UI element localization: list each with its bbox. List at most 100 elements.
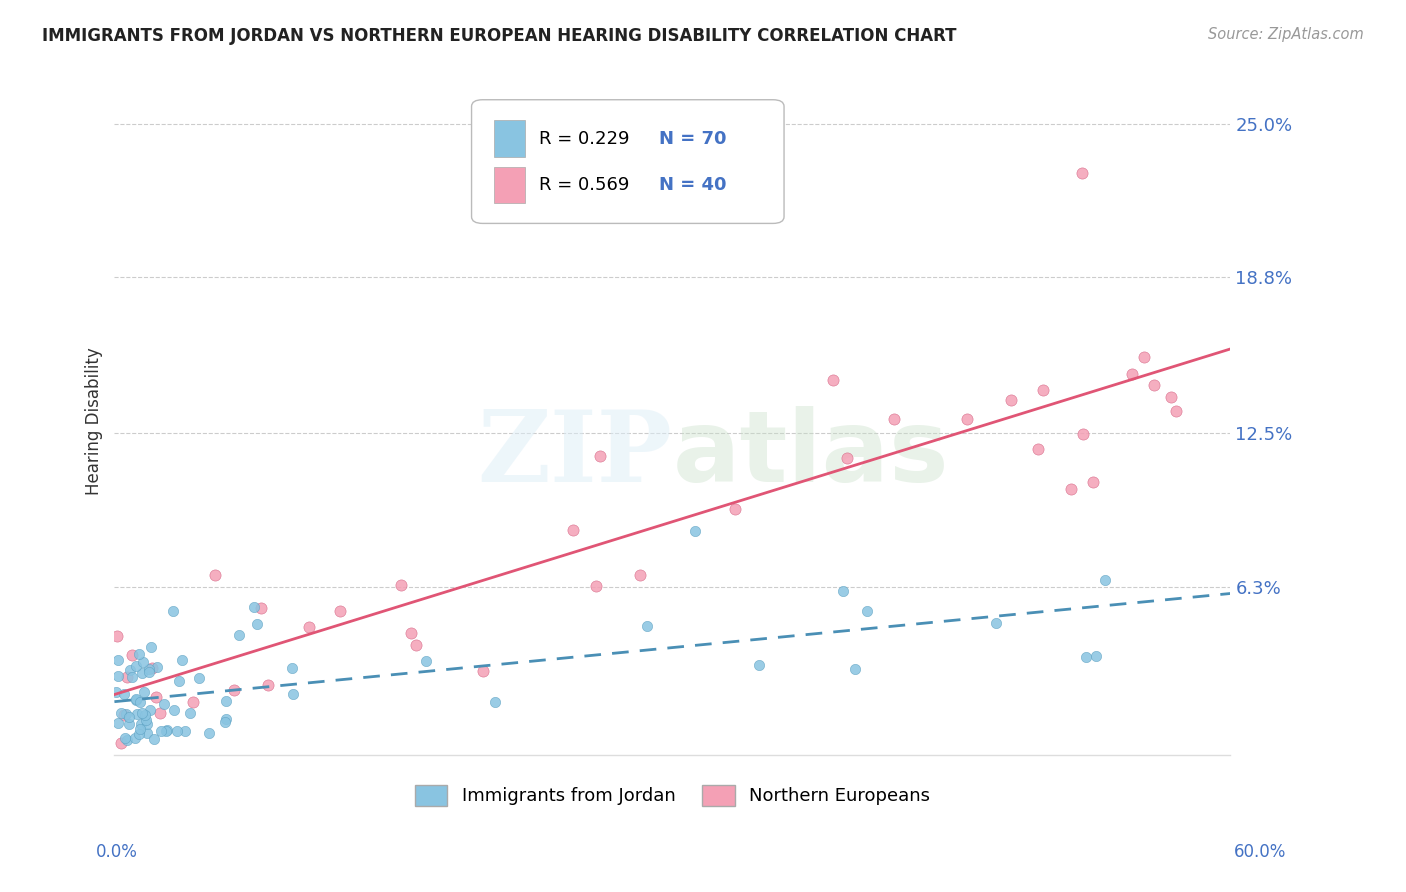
Point [138,662,160,676]
Point [405,638,427,652]
Point [748,658,770,673]
Point [1000,392,1022,407]
Point [129,722,152,736]
Point [399,626,422,640]
Point [298,620,321,634]
Point [172,653,194,667]
Point [636,619,658,633]
Point [585,579,607,593]
Point [149,706,172,721]
Point [110,706,132,721]
Point [256,678,278,692]
Point [166,724,188,739]
Point [132,655,155,669]
Point [986,616,1008,631]
Point [329,604,352,618]
Point [135,726,157,740]
Point [856,604,879,618]
Point [112,708,135,723]
Point [156,723,179,738]
Point [179,706,201,720]
Point [139,703,162,717]
Text: ZIP: ZIP [478,406,672,502]
Text: atlas: atlas [672,406,949,502]
Point [197,726,219,740]
Point [1121,367,1143,381]
Point [956,411,979,425]
Y-axis label: Hearing Disability: Hearing Disability [86,347,103,494]
Point [1076,649,1098,664]
Point [115,670,138,684]
Point [124,731,146,746]
Point [215,712,238,726]
Point [1060,483,1083,497]
Point [114,731,136,746]
Point [134,708,156,723]
Point [118,717,141,731]
Point [214,714,236,729]
Point [683,524,706,539]
Point [163,703,186,717]
Point [562,523,585,537]
Point [724,502,747,516]
Point [114,707,136,722]
Point [131,666,153,681]
FancyBboxPatch shape [494,167,524,203]
Point [835,451,858,466]
Point [135,717,157,731]
Point [118,710,141,724]
Point [1071,427,1094,442]
Text: R = 0.229: R = 0.229 [538,129,628,147]
Point [104,685,127,699]
Point [138,665,160,679]
Point [243,599,266,614]
Point [1166,403,1188,417]
Point [153,697,176,711]
Point [472,664,495,678]
Point [121,670,143,684]
Point [821,373,844,387]
Point [129,717,152,731]
Point [125,659,148,673]
Point [132,685,155,699]
Point [141,640,163,654]
Point [105,630,128,644]
Point [145,690,167,705]
Point [883,412,905,426]
Point [415,654,437,668]
Point [142,732,165,747]
Point [115,732,138,747]
Point [484,695,506,709]
Point [1094,573,1116,587]
Point [150,723,173,738]
Text: 0.0%: 0.0% [96,843,138,861]
Point [389,578,412,592]
Point [1026,442,1049,457]
Point [167,674,190,689]
Point [121,648,143,663]
Point [228,628,250,642]
Text: Source: ZipAtlas.com: Source: ZipAtlas.com [1208,27,1364,42]
Point [107,716,129,731]
Point [120,663,142,677]
Point [173,723,195,738]
Point [135,714,157,728]
Point [589,450,612,464]
Point [110,735,132,749]
Point [125,707,148,722]
Point [1143,377,1166,392]
Point [141,660,163,674]
Point [188,671,211,685]
FancyBboxPatch shape [471,100,785,223]
Point [162,604,184,618]
Point [831,584,853,599]
Point [250,601,273,615]
Point [215,693,238,707]
Point [204,567,226,582]
Point [1083,475,1105,490]
Point [125,692,148,706]
Point [107,669,129,683]
Point [1032,383,1054,397]
Point [1160,390,1182,404]
Point [112,687,135,701]
